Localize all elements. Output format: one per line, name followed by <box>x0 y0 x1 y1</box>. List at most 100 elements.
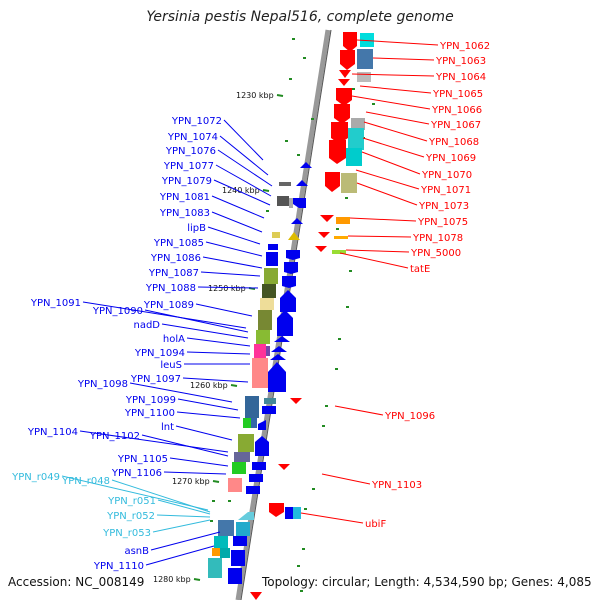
gene-arrow[interactable] <box>296 180 308 186</box>
gene-box[interactable] <box>260 298 274 310</box>
gene-arrow[interactable] <box>274 336 290 342</box>
gene-label[interactable]: YPN_1106 <box>111 468 162 479</box>
gene-label[interactable]: YPN_1067 <box>430 120 481 131</box>
gene-label[interactable]: YPN_1104 <box>27 427 78 438</box>
gene-arrow[interactable] <box>291 218 303 224</box>
gene-arrow[interactable] <box>282 276 296 288</box>
gene-box[interactable] <box>266 252 278 266</box>
gene-label[interactable]: YPN_1098 <box>77 379 128 390</box>
gene-arrow[interactable] <box>269 503 284 517</box>
gene-box[interactable] <box>351 118 365 130</box>
rna-label[interactable]: YPN_r053 <box>102 528 151 539</box>
gene-box[interactable] <box>262 284 276 298</box>
gene-box[interactable] <box>360 33 374 47</box>
gene-label[interactable]: YPN_1073 <box>418 201 469 212</box>
gene-box[interactable] <box>236 522 250 536</box>
gene-label[interactable]: ubiF <box>365 519 386 530</box>
gene-arrow[interactable] <box>270 354 286 360</box>
gene-arrow[interactable] <box>334 104 350 124</box>
gene-arrow[interactable] <box>255 436 269 456</box>
gene-arrow[interactable] <box>318 232 330 238</box>
gene-label[interactable]: YPN_1076 <box>165 146 216 157</box>
gene-label[interactable]: nadD <box>133 320 160 331</box>
gene-label[interactable]: YPN_1099 <box>125 395 176 406</box>
gene-arrow[interactable] <box>252 462 266 470</box>
gene-arrow[interactable] <box>271 346 287 352</box>
gene-arrow[interactable] <box>336 88 352 106</box>
gene-label[interactable]: YPN_1069 <box>425 153 476 164</box>
gene-arrow[interactable] <box>331 122 348 144</box>
gene-arrow[interactable] <box>343 32 357 52</box>
gene-box[interactable] <box>251 418 257 428</box>
gene-arrow[interactable] <box>233 536 247 546</box>
gene-box[interactable] <box>208 558 222 578</box>
gene-label[interactable]: lipB <box>187 223 206 234</box>
gene-box[interactable] <box>232 462 246 474</box>
gene-label[interactable]: tatE <box>410 264 430 275</box>
gene-box[interactable] <box>279 182 291 186</box>
gene-box[interactable] <box>256 330 270 344</box>
gene-label[interactable]: YPN_1105 <box>117 454 168 465</box>
gene-label[interactable]: YPN_1086 <box>150 253 201 264</box>
gene-arrow[interactable] <box>339 70 351 78</box>
gene-label[interactable]: asnB <box>124 546 149 557</box>
gene-arrow[interactable] <box>280 290 296 312</box>
gene-box[interactable] <box>254 344 266 358</box>
gene-label[interactable]: YPN_1089 <box>143 300 194 311</box>
gene-box[interactable] <box>293 507 301 519</box>
gene-label[interactable]: YPN_1087 <box>148 268 199 279</box>
gene-arrow[interactable] <box>262 406 276 414</box>
gene-label[interactable]: YPN_1068 <box>428 137 479 148</box>
rna-label[interactable]: YPN_r052 <box>106 511 155 522</box>
gene-label[interactable]: YPN_5000 <box>410 248 461 259</box>
gene-label[interactable]: holA <box>163 334 185 345</box>
gene-box[interactable] <box>220 548 230 558</box>
gene-arrow[interactable] <box>278 464 290 470</box>
gene-label[interactable]: YPN_1063 <box>435 56 486 67</box>
gene-label[interactable]: YPN_1110 <box>93 561 144 572</box>
gene-box[interactable] <box>268 244 278 250</box>
gene-box[interactable] <box>234 452 250 462</box>
rna-label[interactable]: YPN_r048 <box>61 476 110 487</box>
gene-arrow[interactable] <box>315 246 327 252</box>
gene-arrow[interactable] <box>293 198 306 208</box>
gene-box[interactable] <box>272 232 280 238</box>
gene-box[interactable] <box>341 173 357 193</box>
rna-label[interactable]: YPN_r049 <box>11 472 60 483</box>
rna-label[interactable]: YPN_r051 <box>107 496 156 507</box>
gene-box[interactable] <box>214 536 228 548</box>
gene-label[interactable]: YPN_1081 <box>159 192 210 203</box>
gene-label[interactable]: YPN_1065 <box>432 89 483 100</box>
gene-box[interactable] <box>348 128 364 150</box>
gene-arrow[interactable] <box>277 310 293 336</box>
gene-arrow[interactable] <box>250 592 262 600</box>
gene-box[interactable] <box>285 507 293 519</box>
gene-box[interactable] <box>243 418 251 428</box>
gene-box[interactable] <box>212 548 220 556</box>
gene-box[interactable] <box>357 72 371 82</box>
gene-arrow[interactable] <box>338 79 350 86</box>
gene-label[interactable]: YPN_1091 <box>30 298 81 309</box>
gene-arrow[interactable] <box>290 398 302 404</box>
gene-label[interactable]: lnt <box>161 422 174 433</box>
gene-arrow[interactable] <box>231 550 245 566</box>
gene-label[interactable]: YPN_1096 <box>384 411 435 422</box>
gene-label[interactable]: YPN_1102 <box>89 431 140 442</box>
gene-label[interactable]: YPN_1071 <box>420 185 471 196</box>
gene-label[interactable]: YPN_1077 <box>163 161 214 172</box>
gene-box[interactable] <box>264 398 276 404</box>
gene-box[interactable] <box>357 49 373 69</box>
gene-box[interactable] <box>264 268 278 284</box>
gene-box[interactable] <box>332 250 346 254</box>
gene-arrow[interactable] <box>238 512 254 520</box>
gene-arrow[interactable] <box>288 232 300 240</box>
gene-label[interactable]: YPN_1078 <box>412 233 463 244</box>
gene-arrow[interactable] <box>320 215 334 222</box>
gene-box[interactable] <box>266 346 270 356</box>
gene-box[interactable] <box>336 217 350 224</box>
gene-label[interactable]: YPN_1097 <box>130 374 181 385</box>
gene-label[interactable]: YPN_1090 <box>92 306 143 317</box>
gene-arrow[interactable] <box>329 140 346 164</box>
gene-label[interactable]: YPN_1083 <box>159 208 210 219</box>
gene-arrow[interactable] <box>284 262 298 274</box>
